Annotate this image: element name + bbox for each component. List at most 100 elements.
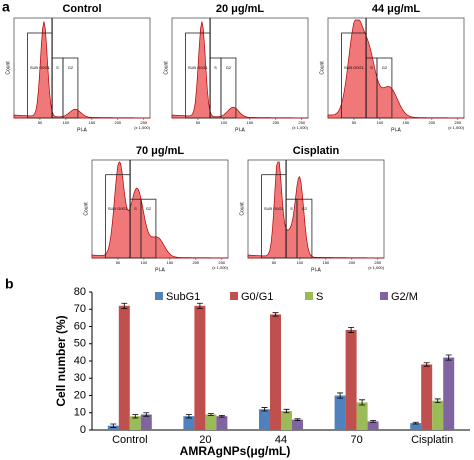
x-tick-label: 150 [247,120,254,125]
x-unit: (x 1,000) [292,125,308,130]
gate-label: SUB G0G1 [30,65,51,70]
x-tick-label: 200 [428,120,435,125]
bar [367,421,379,430]
bar [194,305,206,430]
x-tick-label: 50 [196,120,201,125]
error-bar [143,412,150,417]
error-bar [348,326,355,333]
histogram [91,161,229,259]
legend-label: G0/G1 [241,291,273,303]
y-tick-label: 20 [74,389,86,401]
x-tick-label: 200 [272,120,279,125]
gate-label: SUB G0G1 [108,206,129,211]
bar [281,411,292,430]
gate [140,198,157,259]
gate-label: S [134,206,137,211]
gate [220,57,237,119]
y-axis-label: Count [319,61,325,75]
bar [107,425,119,430]
gate [62,57,79,119]
legend-swatch [155,292,163,300]
x-tick-label: 50 [272,260,277,265]
x-axis-label: PI-A [235,127,245,133]
bar [129,416,141,430]
x-tick-label: 100 [141,260,148,265]
x-tick-label: 200 [114,120,121,125]
bar [183,416,195,430]
histogram-title: Control [62,3,101,15]
x-unit: (x 1,000) [448,125,464,130]
histogram-title: Cisplatin [293,145,340,157]
gate-label: SUB G0G1 [188,65,209,70]
error-bar [121,302,128,309]
x-tick-label: 150 [89,120,96,125]
legend-swatch [305,292,313,300]
bar [421,364,433,430]
gate-label: S [290,206,293,211]
error-bar [370,420,377,423]
x-tick-label: 150 [167,260,174,265]
histogram-title: 70 μg/mL [136,145,185,157]
bar [270,314,281,430]
bar [345,329,357,430]
x-tick-label: 250 [454,120,461,125]
x-axis-label: PI-A [155,267,165,273]
legend-swatch [230,292,238,300]
error-bar [132,414,139,419]
x-tick-label: 50 [38,120,43,125]
x-axis-label: AMRAgNPs(μg/mL) [180,444,291,458]
y-tick-label: 0 [80,424,86,436]
y-tick-label: 60 [74,320,86,332]
error-bar [207,413,214,416]
legend-label: S [316,291,323,303]
bar [432,400,444,430]
error-bar [110,423,117,428]
error-bar [261,407,268,412]
x-tick-label: 150 [323,260,330,265]
x-tick-label: Cisplatin [411,434,453,446]
gate-label: SUB G0G1 [264,206,285,211]
gate-label: S [56,65,59,70]
gate-label: S [214,65,217,70]
x-tick-label: 50 [352,120,357,125]
y-tick-label: 80 [74,286,86,298]
bar [356,402,368,430]
gate-label: SUB G0G1 [344,65,365,70]
y-tick-label: 40 [74,355,86,367]
x-axis-label: PI-A [311,267,321,273]
panel-label: b [5,276,14,292]
x-unit: (x 1,000) [368,265,384,270]
x-tick-label: 100 [63,120,70,125]
x-tick-label: 200 [192,260,199,265]
histogram [247,161,385,259]
x-tick-label: 100 [221,120,228,125]
gate-label: G2 [382,65,388,70]
x-tick-label: 150 [403,120,410,125]
x-tick-label: 50 [116,260,121,265]
bar [292,419,303,430]
x-tick-label: 250 [140,120,147,125]
x-unit: (x 1,000) [212,265,228,270]
bar [205,414,217,430]
x-tick-label: 70 [350,434,362,446]
y-tick-label: 70 [74,303,86,315]
histogram [327,19,465,119]
bar [140,414,152,430]
error-bar [283,408,290,414]
gate-label: G2 [226,65,232,70]
error-bar [294,418,301,421]
histogram [171,21,309,119]
error-bar [423,362,430,367]
x-tick-label: 250 [374,260,381,265]
x-tick-label: 250 [298,120,305,125]
legend-label: SubG1 [166,291,200,303]
error-bar [359,399,366,406]
x-tick-label: 100 [377,120,384,125]
gate-label: S [370,65,373,70]
gate-label: G2 [146,206,152,211]
histogram-title: 20 μg/mL [216,3,265,15]
legend-swatch [380,292,388,300]
y-axis-label: Count [5,61,11,75]
error-bar [337,392,344,399]
